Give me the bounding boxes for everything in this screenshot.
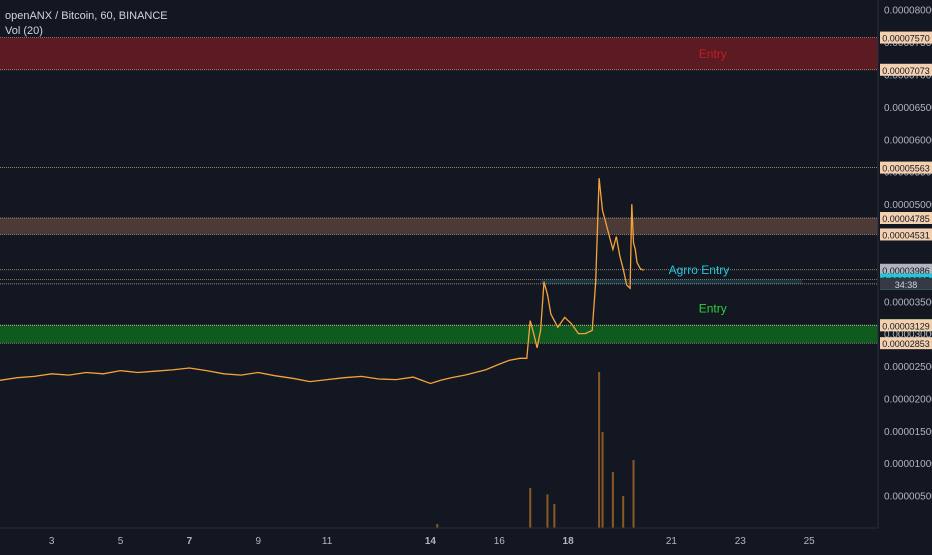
volume-indicator-label: Vol (20) bbox=[5, 25, 43, 37]
volume-bar-7 bbox=[622, 496, 625, 528]
countdown-bg bbox=[880, 277, 932, 290]
green-entry-zone bbox=[0, 325, 878, 344]
time-tick-7: 18 bbox=[563, 536, 575, 547]
chart-legend: openANX / Bitcoin, 60, BINANCE Vol (20) bbox=[5, 9, 168, 39]
level-tag-bg-4 bbox=[880, 228, 932, 241]
level-tag-9: 0.00003129 bbox=[882, 321, 930, 331]
time-tick-0: 3 bbox=[49, 536, 55, 547]
level-tag-2: 0.00005563 bbox=[882, 164, 930, 174]
volume-bar-4 bbox=[598, 372, 601, 528]
time-tick-3: 9 bbox=[255, 536, 261, 547]
volume-bar-0 bbox=[436, 524, 439, 528]
price-tick-1: 0.00007500 bbox=[884, 38, 932, 49]
level-tag-bg-2 bbox=[880, 161, 932, 174]
price-tick-10: 0.00003000 bbox=[884, 330, 932, 341]
annotation-label-1: Agrro Entry bbox=[669, 263, 730, 277]
time-tick-2: 7 bbox=[187, 536, 193, 547]
price-tick-4: 0.00006000 bbox=[884, 135, 932, 146]
price-tick-14: 0.00001000 bbox=[884, 459, 932, 470]
level-tag-10: 0.00002853 bbox=[882, 339, 930, 349]
price-tick-2: 0.00007000 bbox=[884, 71, 932, 82]
red-entry-zone bbox=[0, 37, 878, 70]
time-tick-1: 5 bbox=[118, 536, 124, 547]
time-tick-6: 16 bbox=[494, 536, 506, 547]
annotation-label-2: Entry bbox=[699, 301, 727, 315]
volume-bar-2 bbox=[546, 494, 549, 528]
level-tag-bg-10 bbox=[880, 337, 932, 350]
volume-bar-6 bbox=[611, 472, 614, 528]
volume-bar-5 bbox=[601, 432, 604, 528]
symbol-title: openANX / Bitcoin, 60, BINANCE bbox=[5, 10, 168, 22]
time-tick-4: 11 bbox=[322, 536, 333, 547]
annotation-label-0: Entry bbox=[699, 47, 727, 61]
level-tag-1: 0.00007073 bbox=[882, 66, 930, 76]
agro-entry-zone bbox=[540, 279, 803, 284]
time-tick-8: 21 bbox=[666, 536, 678, 547]
price-tick-12: 0.00002000 bbox=[884, 394, 932, 405]
price-tick-11: 0.00002500 bbox=[884, 362, 932, 373]
price-tick-15: 0.00000500 bbox=[884, 492, 932, 503]
price-line bbox=[0, 178, 645, 385]
time-tick-10: 25 bbox=[804, 536, 816, 547]
time-tick-5: 14 bbox=[425, 536, 437, 547]
price-tick-3: 0.00006500 bbox=[884, 103, 932, 114]
price-tick-9: 0.00003500 bbox=[884, 297, 932, 308]
price-tick-0: 0.00008000 bbox=[884, 6, 932, 17]
time-tick-9: 23 bbox=[735, 536, 747, 547]
level-tag-bg-5 bbox=[880, 263, 932, 276]
volume-bar-3 bbox=[553, 504, 556, 528]
level-tag-bg-9 bbox=[880, 319, 932, 332]
level-tag-0: 0.00007570 bbox=[882, 34, 930, 44]
level-tag-bg-0 bbox=[880, 31, 932, 44]
level-tag-3: 0.00004785 bbox=[882, 214, 930, 224]
level-tag-bg-3 bbox=[880, 212, 932, 225]
volume-bar-1 bbox=[529, 488, 532, 528]
price-tick-13: 0.00001500 bbox=[884, 427, 932, 438]
volume-bar-8 bbox=[632, 460, 635, 528]
level-tag-5: 0.00003986 bbox=[882, 266, 930, 276]
level-tag-bg-1 bbox=[880, 63, 932, 76]
price-tick-6: 0.00005000 bbox=[884, 200, 932, 211]
countdown-label: 34:38 bbox=[895, 280, 918, 290]
brown-resistance-zone bbox=[0, 218, 878, 235]
level-tag-4: 0.00004531 bbox=[882, 230, 930, 240]
